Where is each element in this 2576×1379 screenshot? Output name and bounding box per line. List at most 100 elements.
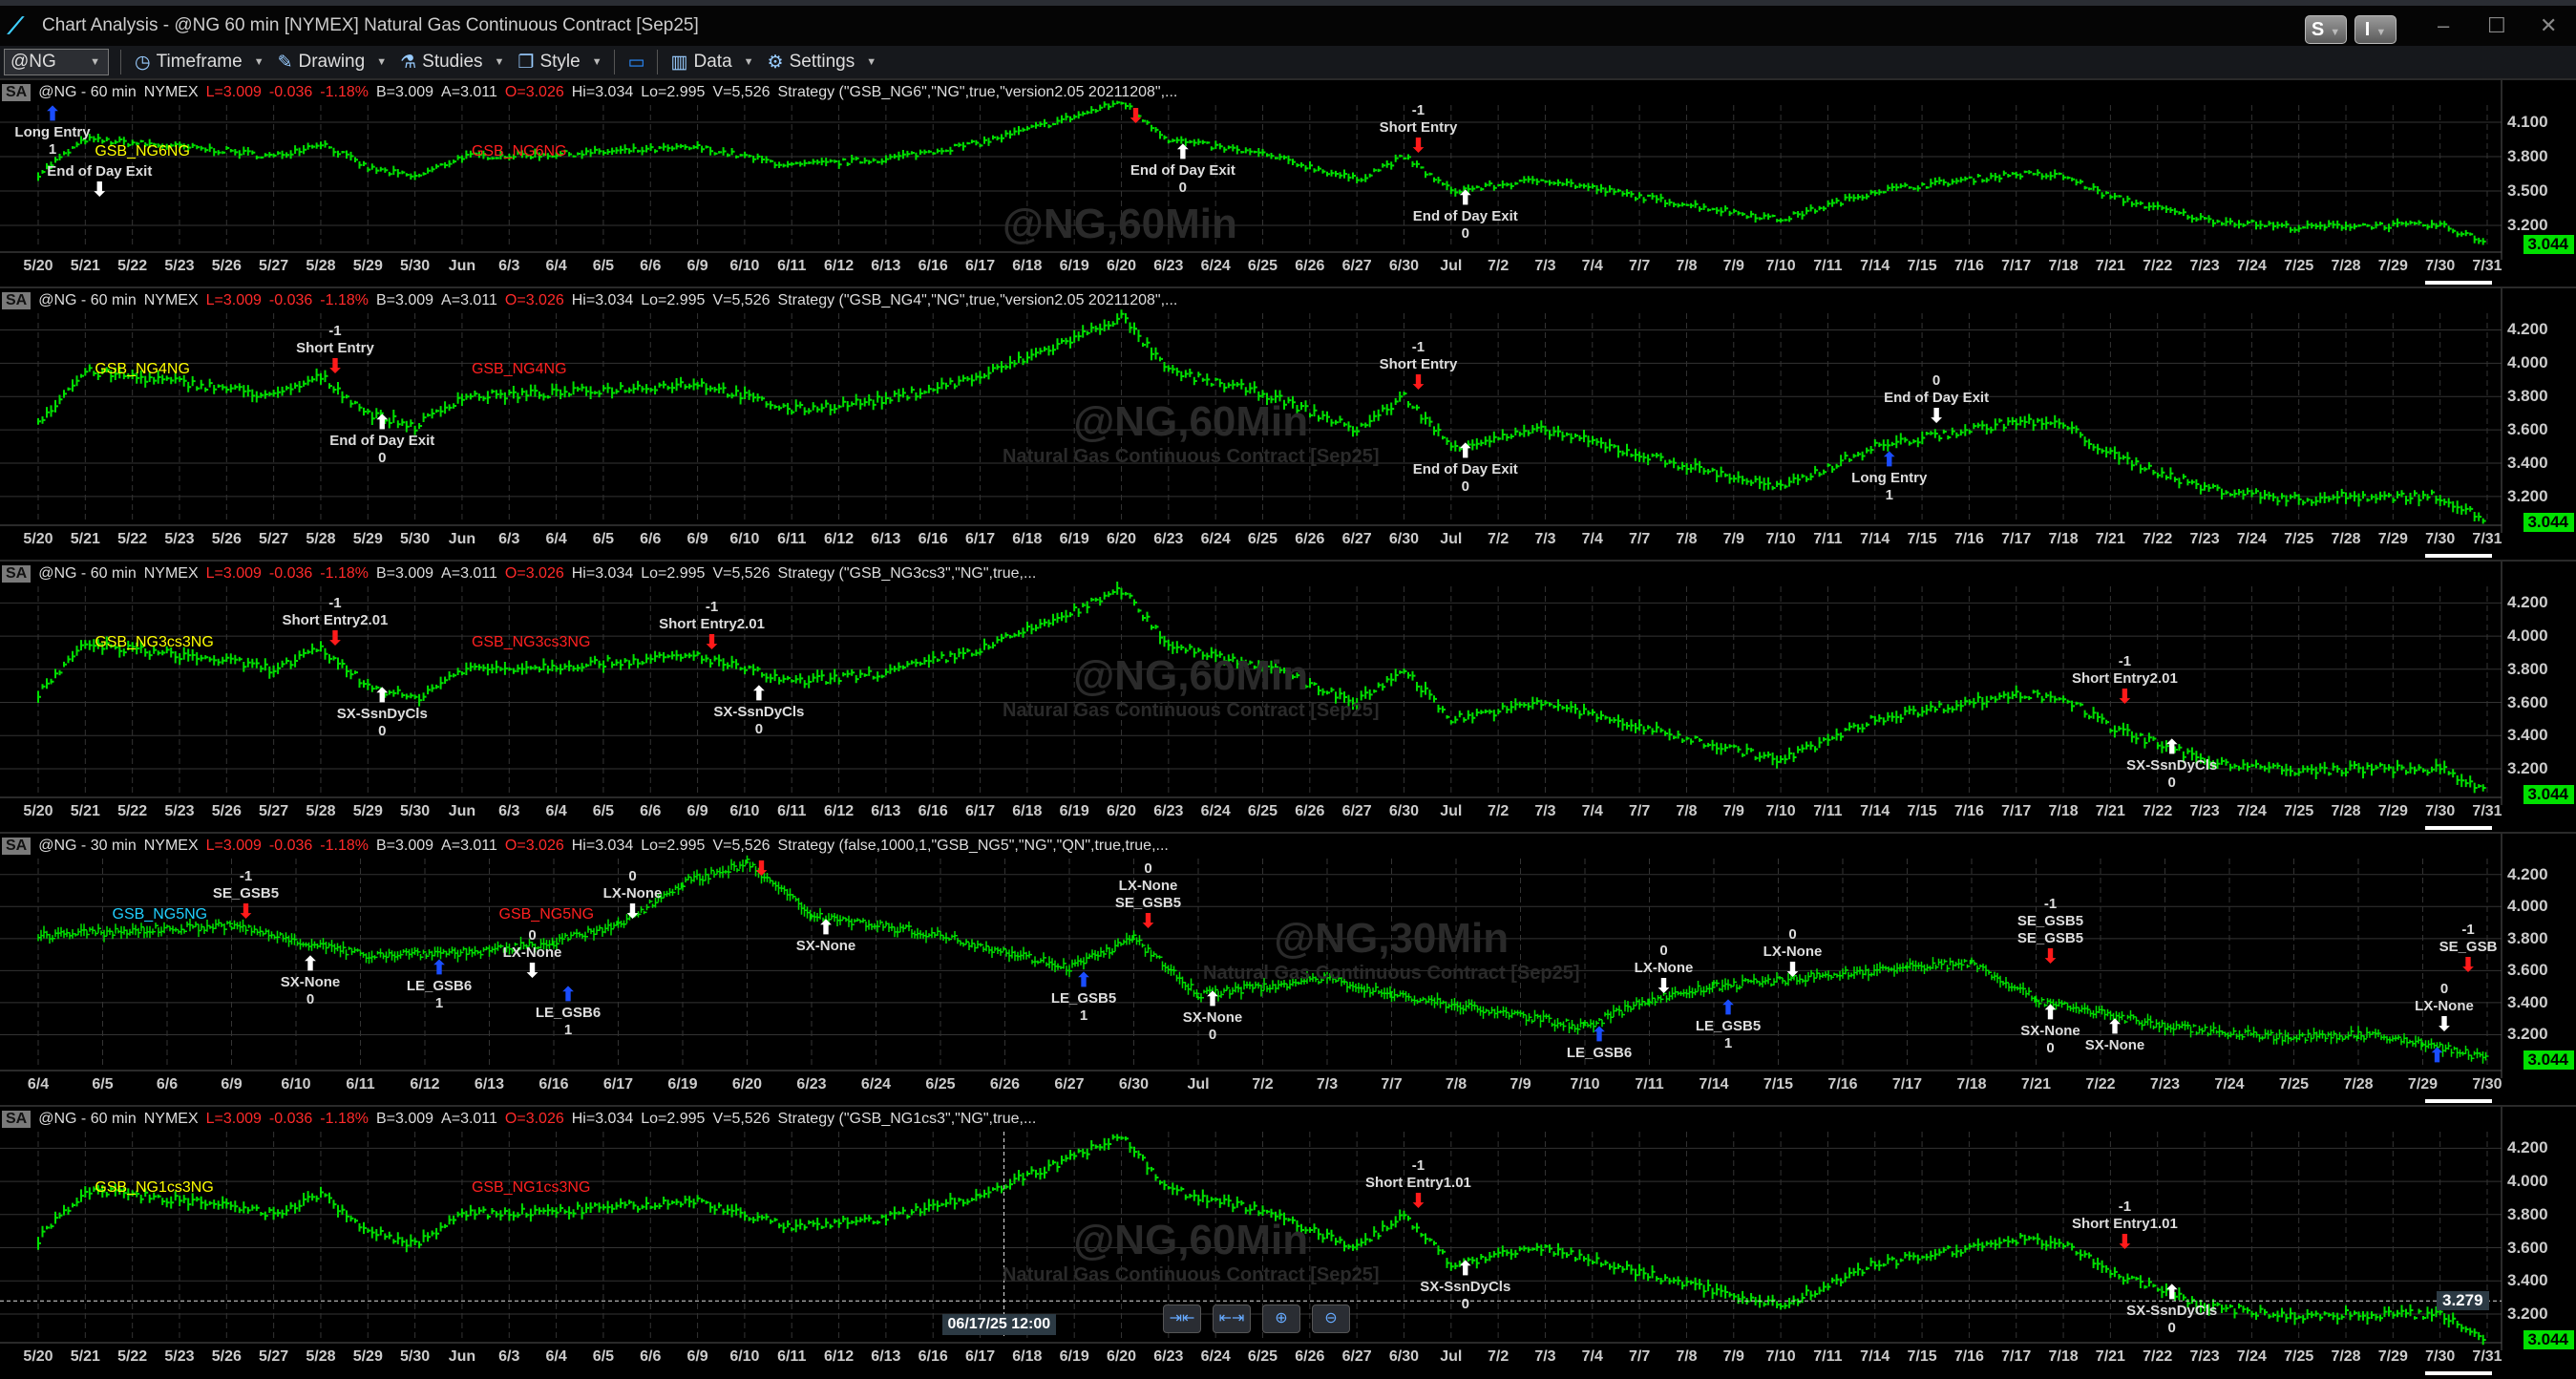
- price-chart[interactable]: [0, 288, 2576, 562]
- sa-badge[interactable]: SA: [2, 565, 32, 583]
- i-button[interactable]: I ▼: [2354, 15, 2397, 44]
- zoom-out-button[interactable]: ⊖: [1312, 1305, 1350, 1333]
- price-chart[interactable]: [0, 562, 2576, 834]
- trade-annotation[interactable]: -1 Short Entry ⬇: [1380, 102, 1458, 156]
- layout-button[interactable]: ▭: [628, 52, 645, 74]
- low-quote: Lo=2.995: [641, 1111, 706, 1127]
- date-tick-label: 5/20: [23, 531, 53, 547]
- trade-annotation[interactable]: ⬆ Long Entry 1: [14, 105, 90, 159]
- scroll-bar[interactable]: [2425, 281, 2492, 285]
- trade-annotation[interactable]: ⬆ LE_GSB6 1: [407, 959, 472, 1012]
- trade-annotation[interactable]: -1 Short Entry1.01 ⬇: [2072, 1199, 2178, 1252]
- open-quote: O=3.026: [504, 84, 564, 100]
- trade-annotation[interactable]: -1 SE_GSB5 SE_GSB5 ⬇: [2017, 896, 2083, 966]
- compress-bars-button[interactable]: ⇥⇤: [1163, 1305, 1201, 1333]
- trade-annotation[interactable]: ⬆ End of Day Exit 0: [1413, 442, 1518, 496]
- expand-bars-button[interactable]: ⇤⇥: [1213, 1305, 1251, 1333]
- sa-badge[interactable]: SA: [2, 838, 32, 855]
- trade-annotation[interactable]: ⬆ SX-SsnDyCls 0: [337, 687, 428, 740]
- trade-annotation[interactable]: -1 Short Entry2.01 ⬇: [283, 595, 389, 648]
- scroll-bar[interactable]: [2425, 1371, 2492, 1375]
- scroll-bar[interactable]: [2425, 826, 2492, 830]
- trade-annotation[interactable]: ⬆ SX-None 0: [281, 955, 341, 1008]
- trade-annotation[interactable]: ⬆ LE_GSB6 1: [536, 986, 601, 1039]
- annotation-text: End of Day Exit: [1412, 208, 1518, 224]
- scroll-bar[interactable]: [2425, 1099, 2492, 1103]
- trade-annotation[interactable]: ⬆ SX-SsnDyCls 0: [2126, 1284, 2217, 1337]
- trade-annotation[interactable]: 0 LX-None ⬇: [1763, 926, 1823, 980]
- trade-annotation[interactable]: ⬆ SX-SsnDyCls 0: [2126, 738, 2217, 792]
- date-tick-label: 6/23: [1153, 803, 1184, 819]
- trade-annotation[interactable]: ⬆ SX-None: [796, 919, 856, 955]
- symbol-selector[interactable]: @NG ▼: [4, 49, 109, 75]
- trade-annotation[interactable]: ⬇: [1128, 107, 1144, 126]
- trade-annotation[interactable]: ⬆ SX-SsnDyCls 0: [713, 685, 804, 738]
- trade-annotation[interactable]: End of Day Exit ⬇: [47, 163, 152, 200]
- date-tick-label: 7/14: [1860, 803, 1890, 819]
- drawing-menu[interactable]: ✎ Drawing ▼: [277, 52, 388, 73]
- trade-annotation[interactable]: ⬆ End of Day Exit 0: [1413, 189, 1518, 243]
- date-tick-label: 6/16: [538, 1076, 569, 1093]
- zoom-in-button[interactable]: ⊕: [1262, 1305, 1300, 1333]
- date-tick-label: 7/11: [1635, 1076, 1664, 1093]
- price-chart[interactable]: [0, 1107, 2576, 1379]
- close-button[interactable]: ✕: [2540, 13, 2558, 37]
- trade-annotation[interactable]: -1 Short Entry2.01 ⬇: [2072, 653, 2178, 707]
- trade-annotation[interactable]: ⬆ SX-None 0: [1183, 990, 1243, 1044]
- trade-annotation[interactable]: ⬆ LE_GSB5 1: [1696, 999, 1761, 1052]
- sa-badge[interactable]: SA: [2, 1111, 32, 1128]
- minimize-button[interactable]: –: [2438, 13, 2450, 37]
- trade-annotation[interactable]: 0 LX-None ⬇: [603, 868, 663, 922]
- trade-annotation[interactable]: -1 SE_GSB5 ⬇: [213, 868, 279, 922]
- trade-annotation[interactable]: 0 LX-None SE_GSB5 ⬇: [1115, 860, 1181, 931]
- trade-annotation[interactable]: ⬆: [2429, 1047, 2445, 1066]
- chart-panel[interactable]: SA @NG - 60 min NYMEX L=3.009 -0.036 -1.18% B=…: [0, 560, 2576, 832]
- studies-menu[interactable]: ⚗ Studies ▼: [400, 52, 505, 73]
- trade-annotation[interactable]: 0 LX-None ⬇: [1635, 943, 1694, 996]
- sa-badge[interactable]: SA: [2, 292, 32, 309]
- style-menu[interactable]: ❐ Style ▼: [517, 52, 602, 73]
- date-tick-label: 7/18: [2048, 258, 2079, 274]
- trade-annotation[interactable]: ⬆ SX-SsnDyCls 0: [1420, 1260, 1510, 1313]
- trade-annotation[interactable]: ⬆ End of Day Exit 0: [1130, 143, 1235, 197]
- data-menu[interactable]: ▥ Data ▼: [670, 52, 754, 73]
- date-tick-label: 6/4: [545, 1348, 567, 1365]
- chart-panel[interactable]: SA @NG - 60 min NYMEX L=3.009 -0.036 -1.18% B=…: [0, 286, 2576, 560]
- settings-menu[interactable]: ⚙ Settings ▼: [767, 52, 877, 73]
- trade-annotation[interactable]: ⬆ SX-None 0: [2020, 1004, 2080, 1057]
- s-button[interactable]: S ▼: [2305, 15, 2347, 44]
- annotation-text: -1: [1411, 1156, 1425, 1174]
- ask-quote: A=3.011: [441, 565, 497, 582]
- trade-annotation[interactable]: -1 SE_GSB ⬇: [2439, 922, 2498, 975]
- trade-annotation[interactable]: ⬆ End of Day Exit 0: [329, 414, 434, 467]
- maximize-button[interactable]: ☐: [2487, 13, 2506, 37]
- trade-annotation[interactable]: ⬆ LE_GSB5 1: [1051, 971, 1116, 1025]
- annotation-text: Short Entry: [1379, 118, 1458, 136]
- trade-annotation[interactable]: -1 Short Entry1.01 ⬇: [1365, 1157, 1471, 1211]
- crosshair-price-label: 3.279: [2437, 1291, 2489, 1311]
- price-chart[interactable]: [0, 80, 2576, 288]
- timeframe-menu[interactable]: ◷ Timeframe ▼: [135, 52, 264, 73]
- panel-header: SA @NG - 60 min NYMEX L=3.009 -0.036 -1.18% B=…: [0, 1109, 1036, 1130]
- trade-annotation[interactable]: ⬇: [753, 859, 770, 879]
- date-tick-label: 7/25: [2278, 1076, 2310, 1093]
- chart-panel[interactable]: SA @NG - 30 min NYMEX L=3.009 -0.036 -1.18% B=…: [0, 832, 2576, 1105]
- date-tick-label: 6/23: [796, 1076, 827, 1093]
- chart-panel[interactable]: SA @NG - 60 min NYMEX L=3.009 -0.036 -1.18% B=…: [0, 1105, 2576, 1377]
- annotation-text: -1: [328, 322, 342, 339]
- trade-annotation[interactable]: -1 Short Entry ⬇: [1380, 339, 1458, 392]
- sa-badge[interactable]: SA: [2, 84, 32, 101]
- scroll-bar[interactable]: [2425, 554, 2492, 558]
- trade-annotation[interactable]: ⬆ SX-None: [2085, 1018, 2145, 1054]
- chart-panel[interactable]: SA @NG - 60 min NYMEX L=3.009 -0.036 -1.18% B=…: [0, 78, 2576, 286]
- trade-annotation[interactable]: ⬆ Long Entry 1: [1851, 451, 1927, 504]
- trade-annotation[interactable]: -1 Short Entry2.01 ⬇: [659, 599, 765, 652]
- trade-annotation[interactable]: -1 Short Entry ⬇: [296, 323, 374, 376]
- price-chart[interactable]: [0, 834, 2576, 1107]
- trade-annotation[interactable]: 0 End of Day Exit ⬇: [1884, 372, 1989, 426]
- trade-annotation[interactable]: 0 LX-None ⬇: [503, 927, 562, 981]
- trade-annotation[interactable]: ⬆ LE_GSB6: [1567, 1026, 1632, 1062]
- gear-icon: ⚙: [767, 52, 784, 73]
- trade-annotation[interactable]: 0 LX-None ⬇: [2415, 981, 2474, 1034]
- annotation-text: 1: [563, 1021, 573, 1038]
